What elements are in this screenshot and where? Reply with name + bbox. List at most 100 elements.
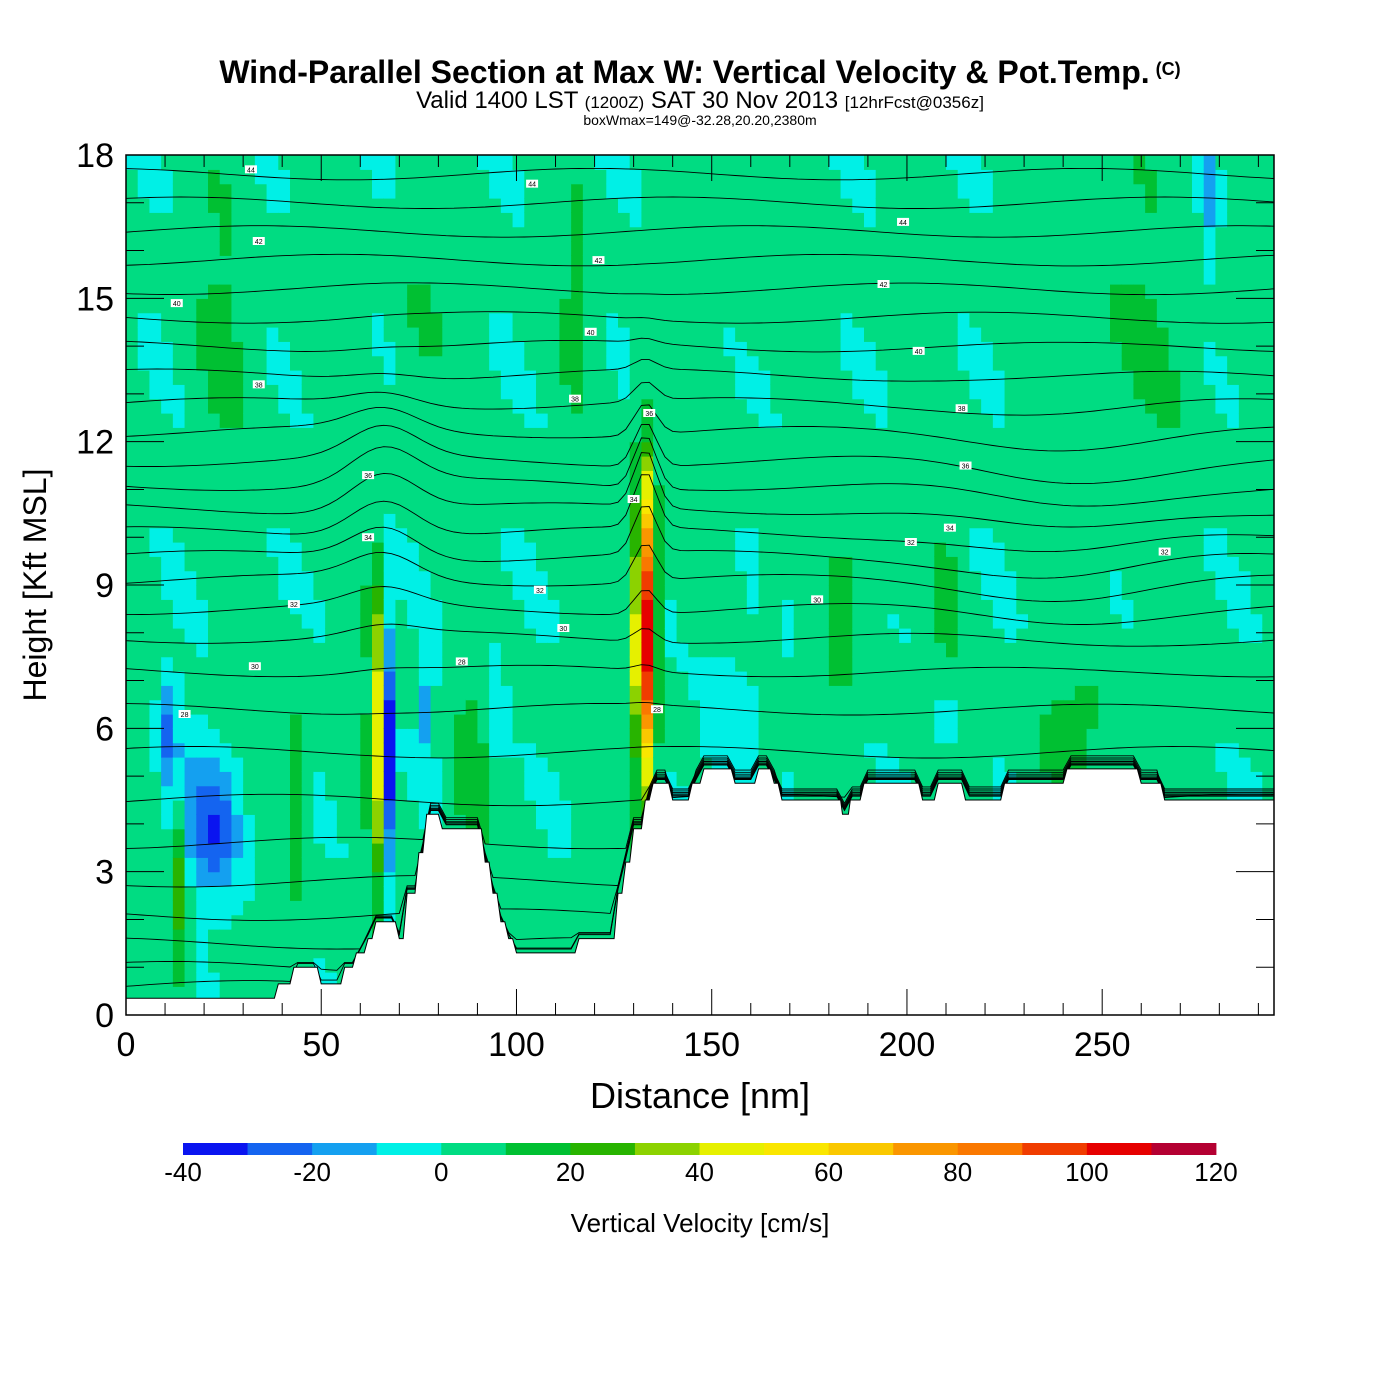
velocity-cell xyxy=(852,413,865,428)
velocity-cell xyxy=(571,857,584,873)
velocity-cell xyxy=(571,914,584,930)
velocity-cell xyxy=(653,441,666,457)
velocity-cell xyxy=(266,972,279,987)
velocity-cell xyxy=(126,484,139,500)
velocity-cell xyxy=(805,685,818,701)
velocity-cell xyxy=(629,728,643,744)
velocity-cell xyxy=(1028,226,1041,242)
velocity-cell xyxy=(161,699,174,715)
velocity-cell xyxy=(559,155,572,170)
velocity-cell xyxy=(430,441,443,457)
velocity-cell xyxy=(172,886,186,901)
velocity-cell xyxy=(184,542,197,557)
velocity-cell xyxy=(922,269,935,285)
velocity-cell xyxy=(817,456,830,471)
velocity-cell xyxy=(700,255,713,271)
velocity-cell xyxy=(536,613,549,629)
velocity-cell xyxy=(348,542,361,557)
velocity-cell xyxy=(946,585,959,600)
velocity-cell xyxy=(161,613,174,629)
velocity-cell xyxy=(887,355,900,371)
velocity-cell xyxy=(208,857,221,873)
velocity-cell xyxy=(1063,714,1076,729)
velocity-cell xyxy=(828,169,842,185)
velocity-cell xyxy=(536,800,549,815)
velocity-cell xyxy=(430,757,443,772)
velocity-cell xyxy=(1039,585,1053,600)
velocity-cell xyxy=(1004,198,1017,213)
velocity-cell xyxy=(278,484,291,500)
velocity-cell xyxy=(524,241,537,256)
velocity-cell xyxy=(1016,499,1029,514)
velocity-cell xyxy=(219,499,233,514)
velocity-cell xyxy=(1086,685,1099,701)
velocity-cell xyxy=(852,484,865,500)
velocity-cell xyxy=(547,413,561,428)
velocity-cell xyxy=(407,499,420,514)
velocity-cell xyxy=(126,212,139,228)
velocity-cell xyxy=(946,441,959,457)
velocity-cell xyxy=(758,671,771,686)
velocity-cell xyxy=(477,570,490,586)
velocity-cell xyxy=(992,226,1006,242)
velocity-cell xyxy=(196,785,209,801)
velocity-cell xyxy=(430,456,443,471)
velocity-cell xyxy=(887,384,900,400)
velocity-cell xyxy=(360,269,373,285)
velocity-cell xyxy=(161,456,174,471)
velocity-cell xyxy=(711,398,725,414)
velocity-cell xyxy=(336,513,350,529)
velocity-cell xyxy=(711,714,725,729)
velocity-cell xyxy=(254,183,268,199)
velocity-cell xyxy=(547,757,561,772)
velocity-cell xyxy=(418,183,432,199)
velocity-cell xyxy=(559,241,572,256)
velocity-cell xyxy=(313,241,326,256)
velocity-cell xyxy=(208,570,221,586)
velocity-cell xyxy=(1086,642,1099,658)
velocity-cell xyxy=(325,499,338,514)
velocity-cell xyxy=(243,183,256,199)
velocity-cell xyxy=(770,499,783,514)
velocity-cell xyxy=(606,212,619,228)
velocity-cell xyxy=(395,728,408,744)
velocity-cell xyxy=(840,226,853,242)
velocity-cell xyxy=(196,255,209,271)
velocity-cell xyxy=(946,556,959,572)
velocity-cell xyxy=(512,599,525,615)
velocity-cell xyxy=(782,312,795,328)
velocity-cell xyxy=(536,441,549,457)
velocity-cell xyxy=(254,327,268,342)
velocity-cell xyxy=(137,900,151,916)
velocity-cell xyxy=(254,613,268,629)
velocity-cell xyxy=(594,212,607,228)
velocity-cell xyxy=(243,986,256,1002)
velocity-cell xyxy=(418,155,432,170)
velocity-cell xyxy=(454,198,467,213)
velocity-cell xyxy=(477,269,490,285)
velocity-cell xyxy=(582,441,596,457)
velocity-cell xyxy=(946,685,959,701)
velocity-cell xyxy=(594,370,607,385)
velocity-cell xyxy=(430,384,443,400)
velocity-cell xyxy=(395,212,408,228)
velocity-cell xyxy=(828,757,842,772)
velocity-cell xyxy=(184,312,197,328)
velocity-cell xyxy=(852,513,865,529)
velocity-cell xyxy=(172,929,186,944)
velocity-cell xyxy=(1086,198,1099,213)
velocity-cell xyxy=(946,269,959,285)
velocity-cell xyxy=(512,284,525,299)
velocity-cell xyxy=(735,613,748,629)
velocity-cell xyxy=(524,886,537,901)
velocity-cell xyxy=(770,155,783,170)
velocity-cell xyxy=(149,742,162,758)
velocity-cell xyxy=(290,900,303,916)
velocity-cell xyxy=(688,427,701,443)
velocity-cell xyxy=(805,642,818,658)
velocity-cell xyxy=(688,542,701,557)
velocity-cell xyxy=(137,929,151,944)
velocity-cell xyxy=(348,843,361,858)
velocity-cell xyxy=(582,613,596,629)
velocity-cell xyxy=(571,771,584,787)
